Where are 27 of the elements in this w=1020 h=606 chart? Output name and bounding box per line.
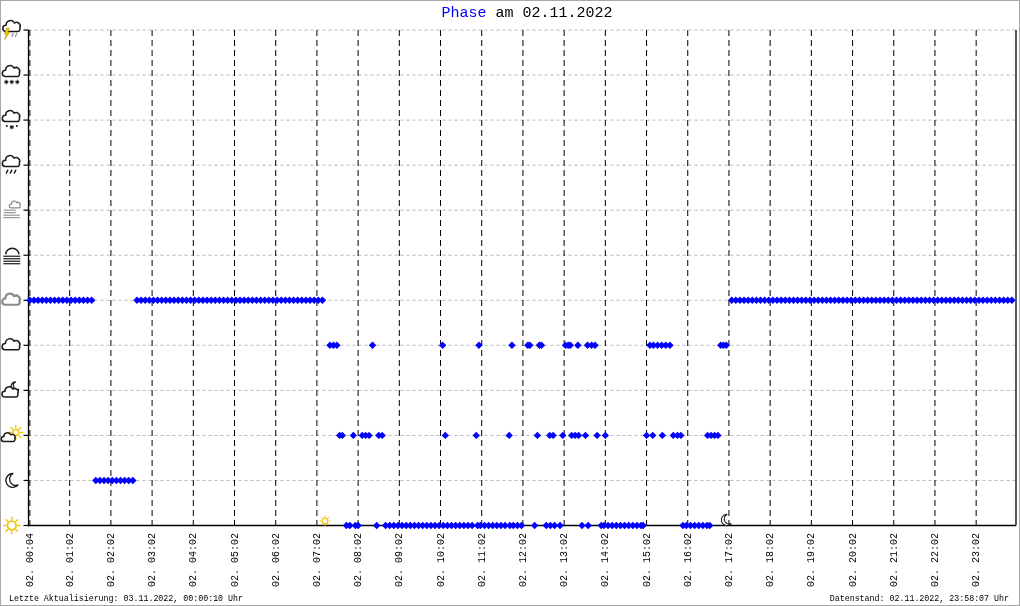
x-tick-label: 02. 05:02 — [229, 533, 241, 588]
x-tick-label: 02. 08:02 — [352, 533, 364, 588]
x-tick-label: 02. 13:02 — [558, 533, 570, 588]
x-tick-label: 02. 01:02 — [64, 533, 76, 588]
x-tick-label: 02. 07:02 — [311, 533, 323, 588]
x-tick-label: 02. 20:02 — [847, 533, 859, 588]
x-tick-label: 02. 04:02 — [187, 533, 199, 588]
x-tick-label: 02. 03:02 — [146, 533, 158, 588]
x-tick-label: 02. 11:02 — [476, 533, 488, 588]
x-tick-label: 02. 09:02 — [393, 533, 405, 588]
x-tick-label: 02. 18:02 — [764, 533, 776, 588]
text: Datenstand: 02.11.2022, 23:58:07 Uhr — [829, 593, 1010, 603]
x-tick-label: 02. 16:02 — [682, 533, 694, 588]
x-tick-label: 02. 17:02 — [723, 533, 735, 588]
x-tick-label: 02. 02:02 — [105, 533, 117, 588]
chart-title: Phase am 02.11.2022 — [441, 4, 613, 22]
x-tick-label: 02. 19:02 — [805, 533, 817, 588]
x-tick-label: 02. 10:02 — [435, 533, 447, 588]
x-tick-label: 02. 22:02 — [929, 533, 941, 588]
x-tick-label: 02. 06:02 — [270, 533, 282, 588]
x-tick-label: 02. 21:02 — [888, 533, 900, 588]
x-tick-label: 02. 23:02 — [970, 533, 982, 588]
x-tick-label: 02. 00:04 — [24, 533, 36, 588]
text: Letzte Aktualisierung: 03.11.2022, 00:00:10 Uhr — [9, 593, 244, 603]
x-tick-label: 02. 12:02 — [517, 533, 529, 588]
x-tick-label: 02. 15:02 — [641, 533, 653, 588]
x-tick-label: 02. 14:02 — [599, 533, 611, 588]
